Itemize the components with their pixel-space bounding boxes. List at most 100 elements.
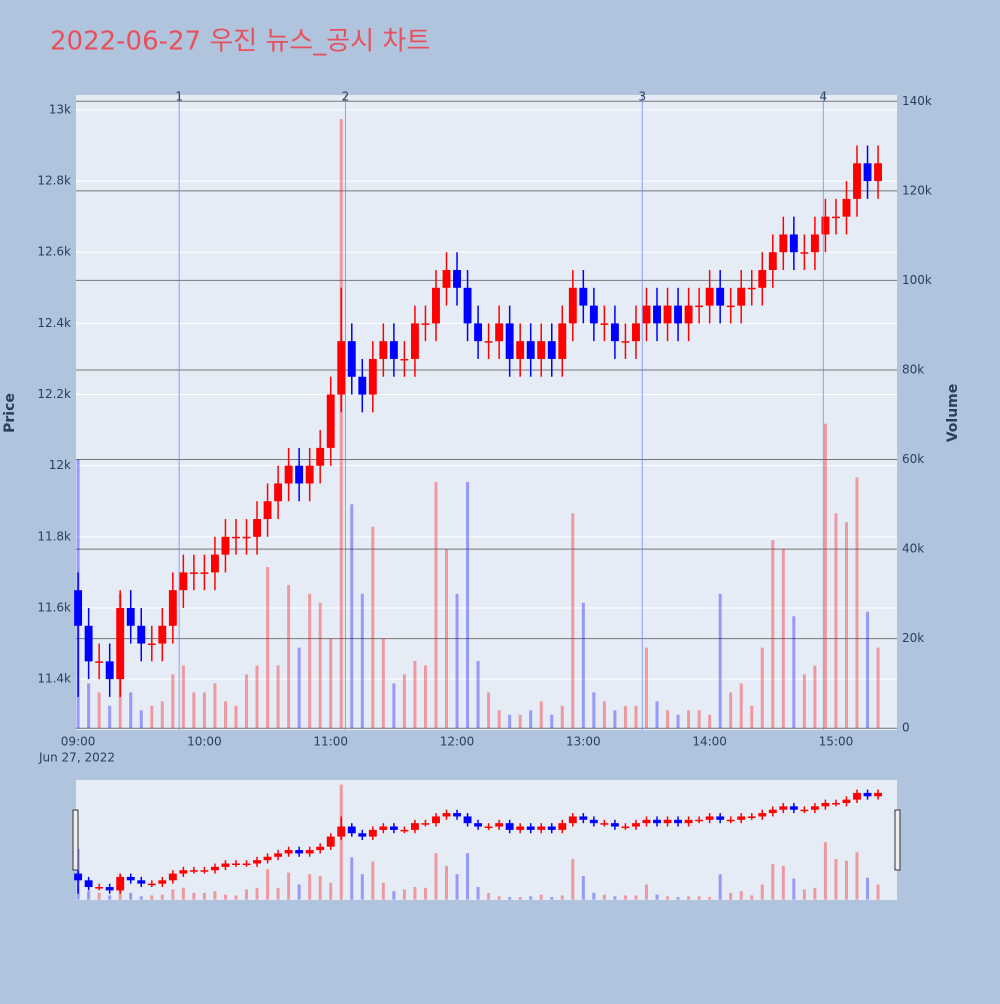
y2-tick-label: 100k bbox=[902, 273, 932, 287]
candle-body bbox=[463, 287, 472, 324]
slider-volume-bar bbox=[687, 896, 691, 900]
slider-volume-bar bbox=[223, 894, 227, 900]
candle-body bbox=[316, 447, 325, 466]
slider-candle-body bbox=[558, 823, 567, 830]
volume-bar bbox=[245, 674, 249, 729]
slider-volume-bar bbox=[402, 889, 406, 900]
volume-bar bbox=[97, 692, 101, 729]
volume-bar bbox=[781, 549, 785, 729]
slider-volume-bar bbox=[655, 894, 659, 900]
x-tick-label: 09:00 bbox=[61, 735, 96, 749]
slider-handle[interactable] bbox=[894, 809, 901, 871]
slider-volume-bar bbox=[213, 891, 217, 900]
volume-bar bbox=[318, 602, 322, 729]
candle-body bbox=[726, 305, 735, 308]
candle-body bbox=[516, 341, 525, 359]
slider-candle-body bbox=[158, 880, 167, 884]
slider-volume-bar bbox=[466, 853, 470, 900]
candle-body bbox=[579, 287, 588, 306]
volume-bar bbox=[539, 701, 543, 729]
candle-body bbox=[95, 661, 104, 663]
slider-candle-body bbox=[695, 819, 704, 822]
slider-candle-body bbox=[137, 880, 146, 884]
slider-candle-body bbox=[116, 876, 125, 891]
slider-candle-body bbox=[95, 887, 104, 889]
slider-candle-body bbox=[632, 823, 640, 827]
slider-candle-body bbox=[505, 823, 514, 830]
slider-volume-bar bbox=[697, 896, 701, 900]
slider-candle-body bbox=[126, 876, 135, 881]
candle-body bbox=[410, 323, 419, 359]
slider-candle-body bbox=[316, 846, 325, 851]
y2-tick-label: 0 bbox=[902, 721, 910, 735]
candle-body bbox=[695, 305, 704, 308]
slider-volume-bar bbox=[171, 889, 175, 900]
slider-volume-bar bbox=[876, 884, 880, 900]
y-tick-label: 12.4k bbox=[37, 316, 71, 330]
slider-candle-body bbox=[779, 806, 788, 810]
slider-candle-body bbox=[284, 850, 293, 854]
candle-body bbox=[221, 536, 230, 555]
slider-candle-body bbox=[74, 873, 83, 881]
slider-candle-body bbox=[337, 826, 346, 837]
candle-body bbox=[853, 163, 861, 199]
slider-volume-bar bbox=[445, 865, 449, 900]
volume-bar bbox=[192, 692, 196, 729]
slider-volume-bar bbox=[623, 895, 627, 900]
slider-candle-body bbox=[716, 816, 725, 820]
volume-bar bbox=[697, 710, 701, 729]
candle-body bbox=[610, 323, 619, 342]
slider-volume-bar bbox=[487, 892, 491, 900]
candle-body bbox=[442, 270, 451, 288]
volume-bar bbox=[223, 701, 227, 729]
slider-candle-body bbox=[537, 826, 546, 830]
candle-body bbox=[684, 305, 693, 324]
slider-handle[interactable] bbox=[72, 809, 79, 871]
slider-volume-bar bbox=[413, 886, 417, 900]
candle-body bbox=[568, 287, 577, 324]
range-slider[interactable] bbox=[76, 780, 897, 900]
candle-body bbox=[547, 341, 556, 359]
slider-volume-bar bbox=[581, 875, 585, 900]
volume-bar bbox=[350, 504, 354, 729]
candle-body bbox=[589, 305, 598, 324]
slider-volume-bar bbox=[834, 859, 838, 900]
main-plot: 11.4k11.6k11.8k12k12.2k12.4k12.6k12.8k13… bbox=[37, 90, 932, 749]
slider-candle-body bbox=[726, 819, 735, 822]
slider-volume-bar bbox=[771, 864, 775, 900]
slider-volume-bar bbox=[550, 897, 554, 900]
candle-body bbox=[189, 572, 198, 574]
slider-candle-body bbox=[400, 829, 409, 832]
volume-bar bbox=[792, 616, 796, 729]
slider-candle-body bbox=[200, 870, 209, 872]
volume-bar bbox=[329, 638, 333, 729]
slider-candle-body bbox=[442, 813, 451, 817]
slider-candle-body bbox=[747, 816, 756, 818]
y-tick-label: 12k bbox=[49, 458, 71, 472]
volume-bar bbox=[455, 593, 459, 729]
volume-bar bbox=[266, 566, 270, 729]
candle-body bbox=[663, 305, 672, 324]
slider-volume-bar bbox=[202, 892, 206, 900]
slider-candle-body bbox=[526, 826, 535, 830]
volume-bar bbox=[666, 710, 670, 729]
slider-candle-body bbox=[579, 816, 588, 820]
slider-candle-body bbox=[305, 850, 314, 854]
volume-bar bbox=[392, 683, 396, 729]
volume-bar bbox=[287, 584, 291, 729]
slider-candle-body bbox=[768, 809, 777, 814]
volume-bar bbox=[466, 481, 470, 729]
candle-body bbox=[179, 572, 188, 591]
slider-candle-body bbox=[737, 816, 746, 820]
volume-bar bbox=[844, 522, 848, 729]
volume-bar bbox=[529, 710, 533, 729]
slider-candle-body bbox=[758, 813, 767, 817]
volume-bar bbox=[718, 593, 722, 729]
y-tick-label: 11.6k bbox=[37, 600, 71, 614]
candle-body bbox=[284, 465, 293, 484]
volume-bar bbox=[581, 602, 585, 729]
volume-bar bbox=[866, 611, 870, 729]
x-tick-label: 13:00 bbox=[566, 735, 601, 749]
y-tick-label: 12.2k bbox=[37, 387, 71, 401]
slider-volume-bar bbox=[287, 872, 291, 900]
